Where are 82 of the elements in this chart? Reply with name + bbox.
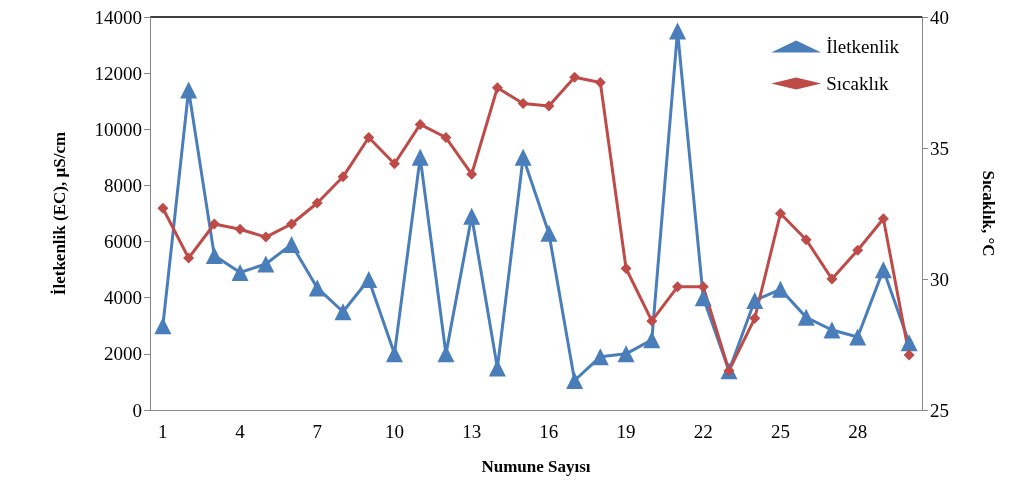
point — [877, 213, 889, 225]
point — [697, 281, 709, 293]
x-tick-label: 28 — [848, 421, 868, 442]
x-tick-label: 10 — [384, 421, 404, 442]
point — [749, 312, 761, 324]
y-tick-label: 10000 — [94, 118, 142, 140]
y-tick-label: 8000 — [104, 174, 142, 196]
y2-tick-label: 25 — [930, 399, 949, 421]
point — [440, 132, 452, 144]
point — [388, 158, 400, 170]
point — [669, 22, 687, 40]
point — [411, 148, 429, 166]
point — [852, 244, 864, 256]
point — [874, 261, 892, 279]
point — [466, 168, 478, 180]
x-tick-label: 13 — [462, 421, 482, 442]
x-tick-label: 1 — [158, 421, 168, 442]
point — [800, 234, 812, 246]
point — [566, 372, 584, 390]
point — [205, 247, 223, 265]
legend-label: İletkenlik — [826, 36, 900, 57]
point — [694, 289, 712, 307]
point — [257, 255, 275, 273]
x-tick-label: 22 — [693, 421, 713, 442]
x-tick-label: 4 — [235, 421, 246, 442]
point — [308, 279, 326, 297]
point — [360, 270, 378, 288]
y2-tick-label: 30 — [930, 268, 949, 290]
point — [823, 321, 841, 339]
point — [463, 207, 481, 225]
point — [517, 97, 529, 109]
y2-tick-label: 35 — [930, 137, 949, 159]
point — [363, 132, 375, 144]
point — [903, 349, 915, 361]
point — [514, 148, 532, 166]
point — [334, 303, 352, 321]
y-tick-label: 4000 — [104, 287, 142, 309]
point — [900, 334, 918, 352]
legend-label: Sıcaklık — [826, 73, 889, 94]
point — [617, 345, 635, 363]
y2-axis-title: Sıcaklık, °C — [978, 170, 998, 257]
point — [283, 235, 301, 253]
x-tick-label: 7 — [312, 421, 323, 442]
point — [746, 292, 764, 310]
point — [620, 263, 632, 275]
point — [231, 263, 249, 281]
x-axis-title: Numune Sayısı — [481, 457, 591, 476]
point — [540, 224, 558, 242]
x-tick-label: 19 — [616, 421, 636, 442]
point — [183, 252, 195, 264]
point — [849, 328, 867, 346]
point — [385, 345, 403, 363]
point — [286, 218, 298, 230]
point — [234, 223, 246, 235]
point — [646, 315, 658, 327]
point — [154, 317, 172, 335]
y2-tick-label: 40 — [930, 6, 949, 28]
x-tick-label: 16 — [539, 421, 559, 442]
point — [491, 82, 503, 94]
point — [774, 208, 786, 219]
x-tick-label: 25 — [770, 421, 790, 442]
point — [311, 197, 323, 209]
point — [643, 331, 661, 349]
y-tick-label: 6000 — [104, 231, 142, 253]
point — [594, 77, 606, 88]
point — [569, 71, 581, 83]
point — [208, 218, 220, 230]
point — [414, 118, 426, 130]
point — [826, 273, 838, 285]
point — [180, 81, 198, 99]
point — [797, 308, 815, 326]
point — [771, 280, 789, 298]
point — [337, 171, 349, 183]
y-tick-label: 14000 — [94, 6, 142, 28]
point — [260, 231, 272, 243]
y-axis-title: İletkenlik (EC), µS/cm — [49, 131, 69, 296]
point — [543, 100, 555, 112]
point — [157, 202, 169, 214]
y-tick-label: 12000 — [94, 62, 142, 84]
point — [591, 348, 609, 366]
y-tick-label: 2000 — [104, 343, 142, 365]
y-tick-label: 0 — [132, 399, 142, 421]
